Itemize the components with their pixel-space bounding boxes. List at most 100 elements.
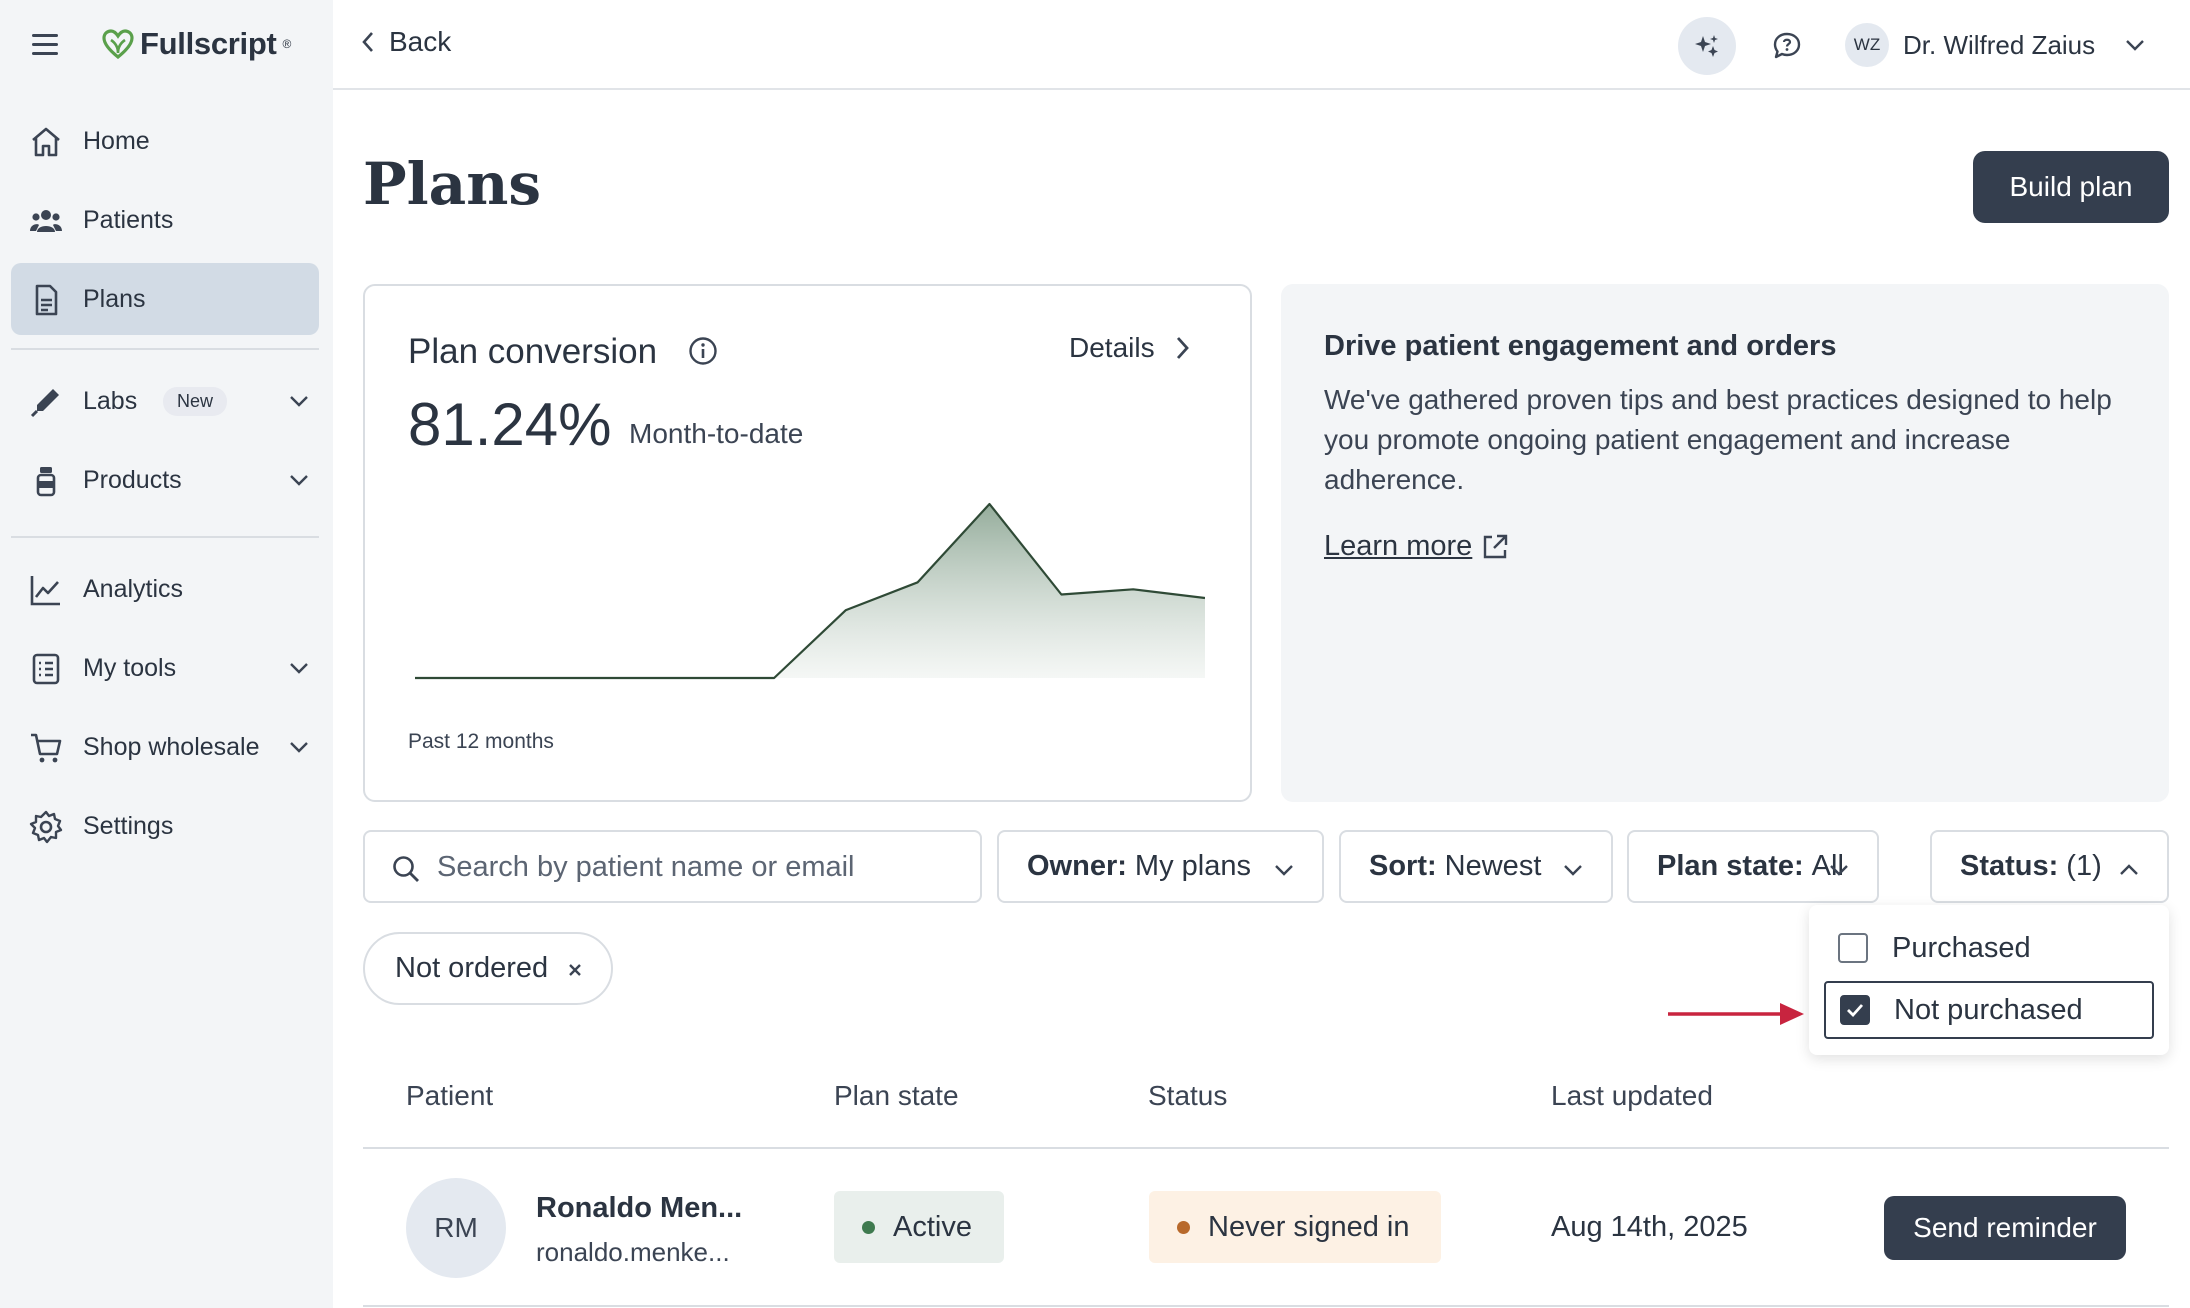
chevron-right-icon: [1176, 337, 1189, 359]
details-label: Details: [1069, 332, 1155, 363]
sidebar-item-label: Shop wholesale: [83, 732, 260, 761]
gear-icon: [29, 810, 63, 844]
sidebar-item-label: Labs: [83, 386, 138, 415]
chevron-down-icon: [1564, 865, 1582, 876]
status-label: Never signed in: [1208, 1210, 1410, 1243]
column-header-status[interactable]: Status: [1148, 1080, 1228, 1111]
row-divider: [363, 1305, 2169, 1307]
sidebar-item-products[interactable]: Products: [11, 444, 319, 516]
chevron-down-icon: [1275, 865, 1293, 876]
messages-button[interactable]: [1758, 17, 1816, 75]
sidebar-item-shop-wholesale[interactable]: Shop wholesale: [11, 711, 319, 783]
ai-assistant-button[interactable]: [1678, 17, 1736, 75]
plan-state-label: Active: [893, 1210, 972, 1243]
checklist-icon: [32, 653, 60, 685]
search-icon: [393, 856, 419, 882]
details-link[interactable]: Details: [1069, 332, 1191, 364]
column-header-last-updated[interactable]: Last updated: [1551, 1080, 1713, 1111]
chevron-down-icon: [1830, 865, 1848, 876]
learn-more-label: Learn more: [1324, 530, 1473, 562]
patient-name[interactable]: Ronaldo Men...: [536, 1192, 743, 1224]
user-menu[interactable]: WZ Dr. Wilfred Zaius: [1845, 22, 2147, 68]
user-name: Dr. Wilfred Zaius: [1903, 29, 2096, 60]
close-icon[interactable]: [561, 956, 589, 984]
sidebar-item-label: Plans: [83, 284, 146, 313]
sidebar-item-analytics[interactable]: Analytics: [11, 553, 319, 625]
leaf-heart-icon: [102, 29, 134, 59]
document-icon: [35, 284, 58, 316]
sidebar-item-my-tools[interactable]: My tools: [11, 632, 319, 704]
chevron-down-icon[interactable]: [287, 735, 311, 759]
sort-filter[interactable]: Sort: Newest: [1339, 830, 1613, 903]
filter-key: Status:: [1960, 850, 2059, 882]
sidebar-item-label: My tools: [83, 653, 177, 682]
chart-series-line: [415, 502, 1205, 680]
learn-more-link[interactable]: Learn more: [1324, 530, 1510, 563]
line-chart-icon: [30, 576, 60, 606]
brand-name: Fullscript: [140, 26, 277, 61]
info-icon[interactable]: [688, 336, 718, 366]
sidebar-item-label: Analytics: [83, 574, 184, 603]
sidebar-item-plans[interactable]: Plans: [11, 263, 319, 335]
conversion-value: 81.24%: [408, 391, 612, 458]
column-header-plan-state[interactable]: Plan state: [834, 1080, 959, 1111]
sidebar-item-label: Settings: [83, 811, 174, 840]
filter-value: All: [1811, 850, 1844, 882]
back-button[interactable]: Back: [359, 26, 451, 58]
engagement-card: Drive patient engagement and orders We'v…: [1281, 284, 2169, 802]
status-dot-icon: [862, 1220, 875, 1234]
chevron-down-icon[interactable]: [287, 656, 311, 680]
send-reminder-button[interactable]: Send reminder: [1884, 1196, 2126, 1260]
chart-period-label: Past 12 months: [408, 730, 554, 753]
status-badge: Never signed in: [1149, 1191, 1441, 1263]
engagement-title: Drive patient engagement and orders: [1324, 330, 1837, 362]
filter-key: Plan state:: [1657, 850, 1804, 882]
engagement-body: We've gathered proven tips and best prac…: [1324, 384, 2112, 495]
fullscript-logo[interactable]: Fullscript ®: [102, 26, 291, 62]
annotation-arrow-icon: [1668, 1003, 1804, 1025]
users-icon: [30, 210, 62, 232]
back-label: Back: [389, 26, 452, 57]
sidebar-item-patients[interactable]: Patients: [11, 184, 319, 256]
build-plan-button[interactable]: Build plan: [1973, 151, 2169, 223]
sidebar-item-label: Products: [83, 465, 182, 494]
checkmark-icon: [1847, 1004, 1864, 1018]
filter-key: Sort:: [1369, 850, 1437, 882]
sidebar-item-label: Patients: [83, 205, 174, 234]
bottle-icon: [36, 467, 56, 497]
checkbox[interactable]: [1840, 995, 1870, 1025]
plan-state-badge: Active: [834, 1191, 1004, 1263]
filter-chip-not-ordered: Not ordered: [363, 932, 613, 1005]
chip-label: Not ordered: [395, 952, 549, 984]
external-link-icon: [1484, 534, 1508, 558]
cart-icon: [31, 733, 62, 763]
chat-bubble-icon: [1773, 32, 1801, 59]
search-box: [363, 830, 982, 903]
chart-area-fill: [415, 504, 1205, 678]
status-option-not-purchased[interactable]: Not purchased: [1824, 981, 2154, 1039]
chevron-down-icon[interactable]: [287, 389, 311, 413]
filter-value: My plans: [1134, 850, 1251, 882]
conversion-area-chart: [415, 502, 1205, 680]
chevron-down-icon: [2126, 40, 2145, 51]
column-header-patient[interactable]: Patient: [406, 1080, 494, 1111]
hamburger-menu-icon[interactable]: [32, 34, 58, 56]
new-badge: New: [163, 387, 228, 416]
owner-filter[interactable]: Owner: My plans: [997, 830, 1324, 903]
avatar: WZ: [1845, 23, 1889, 67]
chevron-down-icon[interactable]: [287, 468, 311, 492]
status-filter[interactable]: Status: (1): [1930, 830, 2169, 903]
sidebar-item-labs[interactable]: Labs New: [11, 365, 319, 437]
page-title: Plans: [363, 150, 542, 218]
checkbox[interactable]: [1838, 933, 1868, 963]
status-option-purchased[interactable]: Purchased: [1824, 919, 2154, 977]
filter-value: Newest: [1444, 850, 1542, 882]
sidebar-item-home[interactable]: Home: [11, 105, 319, 177]
plan-state-filter[interactable]: Plan state: All: [1627, 830, 1879, 903]
search-input[interactable]: [437, 846, 957, 888]
sparkle-icon: [1695, 35, 1718, 57]
sidebar-item-settings[interactable]: Settings: [11, 790, 319, 862]
chevron-left-icon: [362, 32, 373, 52]
top-bar: Back WZ Dr. Wilfred Zaius: [333, 0, 2190, 90]
last-updated: Aug 14th, 2025: [1551, 1211, 1748, 1243]
